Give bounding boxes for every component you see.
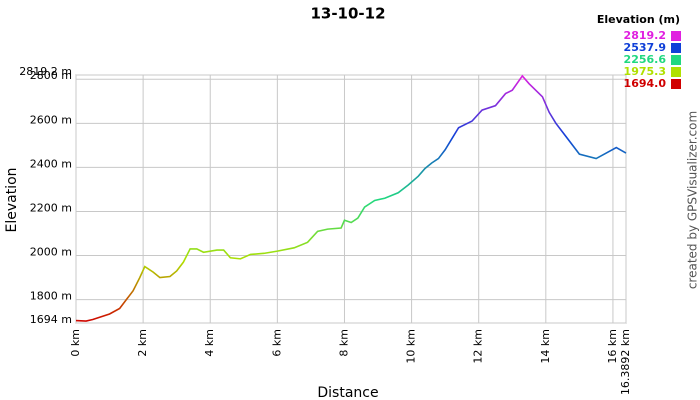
y-tick-label: 2819.2 m [19,65,72,78]
legend-swatch [671,55,681,65]
legend-title: Elevation (m) [597,13,680,26]
plot-area [75,74,627,324]
legend-swatch [671,67,681,77]
x-tick-label: 2 km [136,329,149,357]
legend-swatch [671,31,681,41]
x-tick-label: 16 km [606,329,619,364]
x-tick-label: 6 km [270,329,283,357]
x-tick-label: 8 km [337,329,350,357]
x-tick-label: 14 km [539,329,552,364]
legend-label: 1975.3 [624,65,666,78]
legend-label: 2537.9 [624,41,666,54]
y-axis-label: Elevation [4,167,20,232]
y-tick-label: 2800 m [30,69,72,82]
x-tick-label: 10 km [405,329,418,364]
legend-swatch [671,79,681,89]
x-tick-label: 12 km [472,329,485,364]
y-tick-label: 2000 m [30,246,72,259]
legend-swatch [671,43,681,53]
x-axis-label: Distance [317,385,378,400]
y-tick-label: 1694 m [30,313,72,326]
legend-label: 2256.6 [624,53,667,66]
x-tick-label: 4 km [203,329,216,357]
y-tick-label: 1800 m [30,290,72,303]
elevation-line [75,74,627,322]
credit: created by GPSVisualizer.com [686,111,700,289]
y-tick-label: 2600 m [30,113,72,126]
y-tick-label: 2200 m [30,201,72,214]
legend-label: 2819.2 [624,29,666,42]
x-tick-label: 16.3892 km [619,329,632,395]
legend-label: 1694.0 [624,77,667,90]
x-tick-label: 0 km [69,329,82,357]
chart-title: 13-10-12 [310,5,385,23]
y-tick-label: 2400 m [30,157,72,170]
